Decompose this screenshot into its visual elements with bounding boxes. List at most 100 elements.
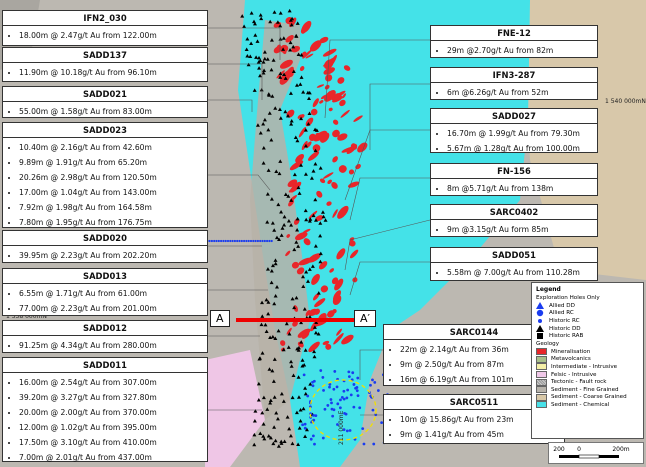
hole-symbol xyxy=(279,209,284,214)
hole-symbol xyxy=(312,413,316,417)
ore-body xyxy=(349,240,356,247)
ore-body xyxy=(305,310,311,317)
hole-symbol xyxy=(320,210,325,214)
hole-symbol xyxy=(243,239,246,243)
legend-symbol xyxy=(536,301,544,309)
hole-symbol xyxy=(268,335,273,340)
hole-symbol xyxy=(265,192,270,196)
hole-symbol xyxy=(295,138,300,143)
hole-symbol xyxy=(261,145,266,150)
hole-symbol xyxy=(289,223,294,227)
hole-symbol xyxy=(277,107,282,111)
hole-symbol xyxy=(313,244,318,248)
ore-body xyxy=(324,90,336,102)
hole-symbol xyxy=(268,400,273,405)
ore-body xyxy=(337,77,345,84)
legend-item: Intermediate - Intrusive xyxy=(536,363,639,371)
hole-symbol xyxy=(226,239,230,243)
intercept: 6m @6.26g/t Au from 52m xyxy=(447,85,593,100)
legend-item: Tectonic - Fault rock xyxy=(536,378,639,386)
intercept: 11.90m @ 10.18g/t Au from 96.10m xyxy=(19,65,203,80)
ore-body xyxy=(287,179,298,188)
intercept: 39.20m @ 3.27g/t Au from 327.80m xyxy=(19,390,203,405)
hole-symbol xyxy=(303,348,308,352)
hole-symbol xyxy=(312,325,317,329)
hole-symbol xyxy=(274,411,279,415)
hole-symbol xyxy=(296,52,301,57)
hole-symbol xyxy=(380,421,384,425)
hole-symbol xyxy=(265,57,270,61)
intercept: 39.95m @ 2.23g/t Au from 202.20m xyxy=(19,248,203,263)
intercept: 20.00m @ 2.00g/t Au from 370.00m xyxy=(19,405,203,420)
hole-symbol xyxy=(268,239,271,243)
legend-label: Allied DD xyxy=(549,302,575,309)
hole-symbol xyxy=(274,235,279,240)
hole-symbol xyxy=(215,239,218,243)
hole-symbol xyxy=(335,385,339,389)
legend-swatch xyxy=(536,393,547,401)
hole-symbol xyxy=(274,169,279,173)
hole-symbol xyxy=(267,111,272,115)
hole-symbol xyxy=(278,75,283,79)
hole-symbol xyxy=(312,349,317,354)
hole-symbol xyxy=(274,285,279,289)
hole-symbol xyxy=(347,370,351,374)
intercept: 18.00m @ 2.47g/t Au from 122.00m xyxy=(19,28,203,43)
ore-body xyxy=(302,228,311,233)
hole-symbol xyxy=(321,436,325,440)
callout-title: IFN3-287 xyxy=(431,68,597,83)
hole-symbol xyxy=(326,404,330,407)
legend-label: Sediment - Coarse Grained xyxy=(551,394,627,401)
legend-label: Historic RAB xyxy=(549,333,584,340)
hole-symbol xyxy=(290,395,295,400)
ore-body xyxy=(288,187,297,193)
hole-symbol xyxy=(264,297,269,302)
hole-symbol xyxy=(261,60,266,64)
hole-symbol xyxy=(265,220,270,224)
hole-symbol xyxy=(265,407,270,411)
hole-symbol xyxy=(233,239,236,243)
intercept-list: 5.58m @ 7.00g/t Au from 110.28m xyxy=(431,263,597,280)
hole-symbol xyxy=(229,239,232,243)
hole-symbol xyxy=(220,239,223,243)
hole-symbol xyxy=(255,123,260,127)
hole-symbol xyxy=(278,71,283,76)
intercept: 10.40m @ 2.16g/t Au from 42.60m xyxy=(19,140,203,155)
ore-body xyxy=(331,182,338,189)
hole-symbol xyxy=(318,166,323,170)
hole-symbol xyxy=(259,322,264,327)
ore-body xyxy=(313,130,328,142)
hole-symbol xyxy=(242,24,247,29)
hole-symbol xyxy=(279,391,284,396)
intercept: 7.92m @ 1.98g/t Au from 164.58m xyxy=(19,200,203,215)
hole-symbol xyxy=(322,388,325,392)
hole-symbol xyxy=(316,291,321,295)
hole-symbol xyxy=(298,163,303,167)
hole-symbol xyxy=(270,263,275,268)
hole-symbol xyxy=(313,148,318,153)
intercept: 77.00m @ 2.23g/t Au from 201.00m xyxy=(19,301,203,316)
ore-body xyxy=(308,151,320,161)
hole-symbol xyxy=(346,388,350,392)
hole-symbol xyxy=(261,71,266,75)
hole-symbol xyxy=(318,233,323,238)
legend-symbol xyxy=(536,310,544,317)
hole-symbol xyxy=(282,214,287,219)
legend-symbol xyxy=(536,324,544,332)
hole-symbol xyxy=(258,58,263,63)
hole-symbol xyxy=(269,67,274,72)
legend-swatch xyxy=(536,348,547,356)
callout: SADD020 39.95m @ 2.23g/t Au from 202.20m xyxy=(2,230,208,263)
callout: FNE-12 29m @2.70g/t Au from 82m xyxy=(430,25,598,58)
hole-symbol xyxy=(336,402,340,406)
hole-symbol xyxy=(252,88,257,92)
hole-symbol xyxy=(310,264,315,268)
callout: SADD021 55.00m @ 1.58g/t Au from 83.00m xyxy=(2,86,208,118)
hole-symbol xyxy=(266,127,271,132)
drill-holes xyxy=(203,8,528,448)
ore-body xyxy=(299,66,305,72)
hole-symbol xyxy=(352,383,356,386)
legend-item: Sediment - Fine Grained xyxy=(536,386,639,394)
hole-symbol xyxy=(245,239,248,243)
